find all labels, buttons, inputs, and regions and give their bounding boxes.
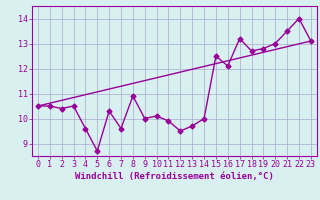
X-axis label: Windchill (Refroidissement éolien,°C): Windchill (Refroidissement éolien,°C) [75, 172, 274, 181]
